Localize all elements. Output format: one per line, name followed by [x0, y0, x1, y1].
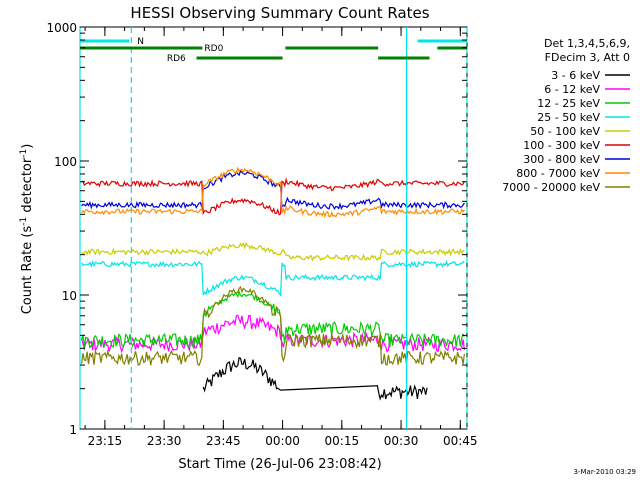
footer-date: 3-Mar-2010 03:29	[574, 468, 636, 476]
y-tick-label-2: 10	[62, 289, 77, 303]
legend-header-line-2: FDecim 3, Att 0	[545, 51, 630, 64]
rd0-flag-label: RD0	[204, 44, 223, 54]
legend-label-5: 50 - 100 keV	[530, 125, 600, 138]
y-axis-label-sup1: -1	[19, 217, 29, 226]
y-tick-label-4: 1000	[46, 21, 77, 35]
x-tick-label-4: 00:00	[265, 434, 300, 448]
x-tick-label-7: 00:45	[443, 434, 478, 448]
x-tick-label-2: 23:30	[147, 434, 182, 448]
plot-area: N RD0 RD6 23:15 23:30 23:45 00:00 00:15 00:30 00:…	[46, 21, 477, 448]
rd6-flag-label: RD6	[167, 54, 186, 64]
series-line-5	[81, 241, 465, 262]
legend-label-1: 3 - 6 keV	[551, 69, 600, 82]
series-line-4	[81, 260, 465, 297]
x-axis-label: Start Time (26-Jul-06 23:08:42)	[178, 457, 381, 472]
plot-frame	[79, 26, 468, 430]
series-line-9	[81, 285, 465, 367]
legend-header-line-1: Det 1,3,4,5,6,9,	[544, 37, 630, 50]
y-axis-label-main: Count Rate (s	[20, 226, 35, 315]
chart-title: HESSI Observing Summary Count Rates	[130, 4, 429, 22]
x-tick-label-3: 23:45	[206, 434, 241, 448]
y-axis-label: Count Rate (s-1 detector-1)	[19, 144, 35, 315]
n-flag-label: N	[137, 37, 144, 47]
x-tick-label-1: 23:15	[88, 434, 123, 448]
y-axis-label-mid: detector	[20, 157, 35, 217]
y-axis-label-sup2: -1	[19, 149, 29, 158]
series-line-7	[81, 169, 465, 211]
legend-label-4: 25 - 50 keV	[537, 111, 600, 124]
series-line-8	[81, 166, 465, 219]
legend-label-9: 7000 - 20000 keV	[502, 181, 600, 194]
series-line-6	[81, 177, 465, 216]
y-tick-label-3: 100	[54, 155, 77, 169]
legend-label-2: 6 - 12 keV	[544, 83, 600, 96]
y-axis-label-end: )	[20, 144, 35, 149]
legend-label-3: 12 - 25 keV	[537, 97, 600, 110]
legend-label-7: 300 - 800 keV	[523, 153, 600, 166]
series-line-1	[202, 357, 428, 401]
x-tick-label-6: 00:30	[384, 434, 419, 448]
legend-label-8: 800 - 7000 keV	[516, 167, 600, 180]
x-tick-label-5: 00:15	[325, 434, 360, 448]
legend-label-6: 100 - 300 keV	[523, 139, 600, 152]
y-tick-label-1: 1	[69, 423, 77, 437]
series-line-3	[81, 289, 465, 350]
